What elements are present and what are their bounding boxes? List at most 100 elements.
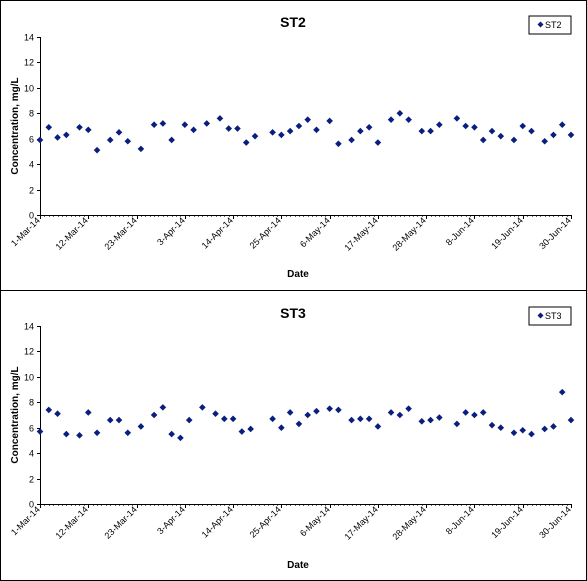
data-point: [335, 140, 342, 148]
y-tick-label: 10: [24, 373, 34, 383]
data-point: [185, 416, 193, 424]
data-point: [221, 415, 228, 423]
data-point: [269, 129, 276, 136]
y-tick-label: 4: [29, 449, 34, 459]
data-point: [510, 429, 518, 437]
y-ticks: 0 2 4 6 8 10 12 14: [24, 33, 41, 221]
data-points: [36, 388, 575, 442]
x-axis-label: Date: [287, 269, 309, 280]
data-point: [519, 426, 527, 434]
data-point: [168, 430, 175, 438]
y-tick-label: 8: [29, 398, 34, 408]
data-point: [550, 423, 557, 430]
data-point: [497, 424, 505, 432]
data-point: [510, 136, 518, 144]
data-point: [453, 115, 461, 122]
data-point: [229, 415, 237, 423]
legend: ST3: [528, 306, 572, 326]
data-point: [541, 137, 548, 145]
legend: ST2: [528, 15, 572, 35]
data-point: [181, 121, 189, 129]
data-point: [247, 425, 254, 433]
chart-title: ST3: [280, 305, 306, 321]
data-point: [212, 410, 219, 418]
data-point: [76, 432, 83, 439]
data-point: [365, 123, 373, 131]
y-tick-label: 2: [29, 475, 34, 485]
y-tick-label: 14: [24, 33, 34, 43]
y-tick-label: 6: [29, 135, 34, 145]
data-point: [348, 416, 355, 424]
data-point: [519, 122, 527, 130]
data-point: [190, 126, 197, 134]
data-point: [436, 121, 443, 129]
data-point: [106, 416, 114, 424]
y-tick-label: 10: [24, 84, 34, 94]
y-tick-label: 0: [29, 211, 34, 221]
data-point: [106, 136, 114, 144]
data-point: [295, 420, 303, 428]
data-point: [326, 405, 333, 412]
data-point: [488, 127, 496, 135]
y-tick-label: 6: [29, 424, 34, 434]
data-point: [63, 430, 70, 438]
y-tick-label: 14: [24, 322, 34, 332]
y-tick-label: 12: [24, 58, 34, 68]
data-point: [304, 411, 311, 419]
data-point: [286, 409, 294, 416]
data-point: [462, 122, 469, 130]
data-point: [357, 415, 364, 423]
data-point: [115, 129, 123, 136]
y-ticks: 0 2 4 6 8 10 12 14: [24, 322, 41, 510]
data-point: [405, 116, 412, 123]
data-point: [45, 406, 53, 414]
data-point: [238, 428, 246, 435]
legend-label: ST3: [545, 311, 562, 321]
data-point: [418, 127, 426, 135]
legend-marker: [537, 21, 544, 28]
data-point: [159, 120, 167, 127]
data-point: [471, 411, 478, 419]
data-point: [203, 120, 211, 127]
data-point: [471, 123, 478, 131]
data-point: [541, 425, 548, 433]
data-point: [497, 132, 505, 140]
data-point: [528, 127, 535, 135]
data-point: [137, 423, 145, 430]
data-point: [374, 139, 382, 146]
data-point: [278, 131, 285, 139]
data-point: [462, 409, 469, 416]
data-point: [357, 127, 364, 135]
data-point: [115, 416, 123, 424]
legend-marker: [537, 312, 544, 319]
legend-box: [528, 306, 572, 326]
data-point: [124, 137, 132, 145]
data-point: [348, 136, 355, 144]
data-point: [54, 410, 61, 418]
data-point: [326, 117, 333, 125]
data-point: [405, 405, 412, 412]
chart-title: ST2: [280, 14, 306, 30]
data-point: [76, 123, 83, 131]
data-point: [137, 145, 145, 153]
data-points: [36, 109, 575, 154]
data-point: [558, 121, 566, 129]
data-point: [150, 121, 158, 129]
data-point: [159, 404, 167, 411]
legend-label: ST2: [545, 20, 562, 30]
y-axis-label: Concentration, mg/L: [10, 366, 21, 463]
data-point: [199, 404, 206, 411]
data-point: [550, 131, 557, 139]
data-point: [488, 421, 496, 429]
legend-box: [528, 15, 572, 35]
data-point: [427, 416, 434, 424]
y-tick-label: 0: [29, 500, 34, 510]
data-point: [396, 109, 404, 117]
data-point: [63, 131, 70, 139]
y-tick-label: 12: [24, 347, 34, 357]
data-point: [304, 116, 311, 123]
data-point: [295, 122, 303, 130]
y-tick-label: 4: [29, 160, 34, 170]
y-tick-label: 8: [29, 109, 34, 119]
